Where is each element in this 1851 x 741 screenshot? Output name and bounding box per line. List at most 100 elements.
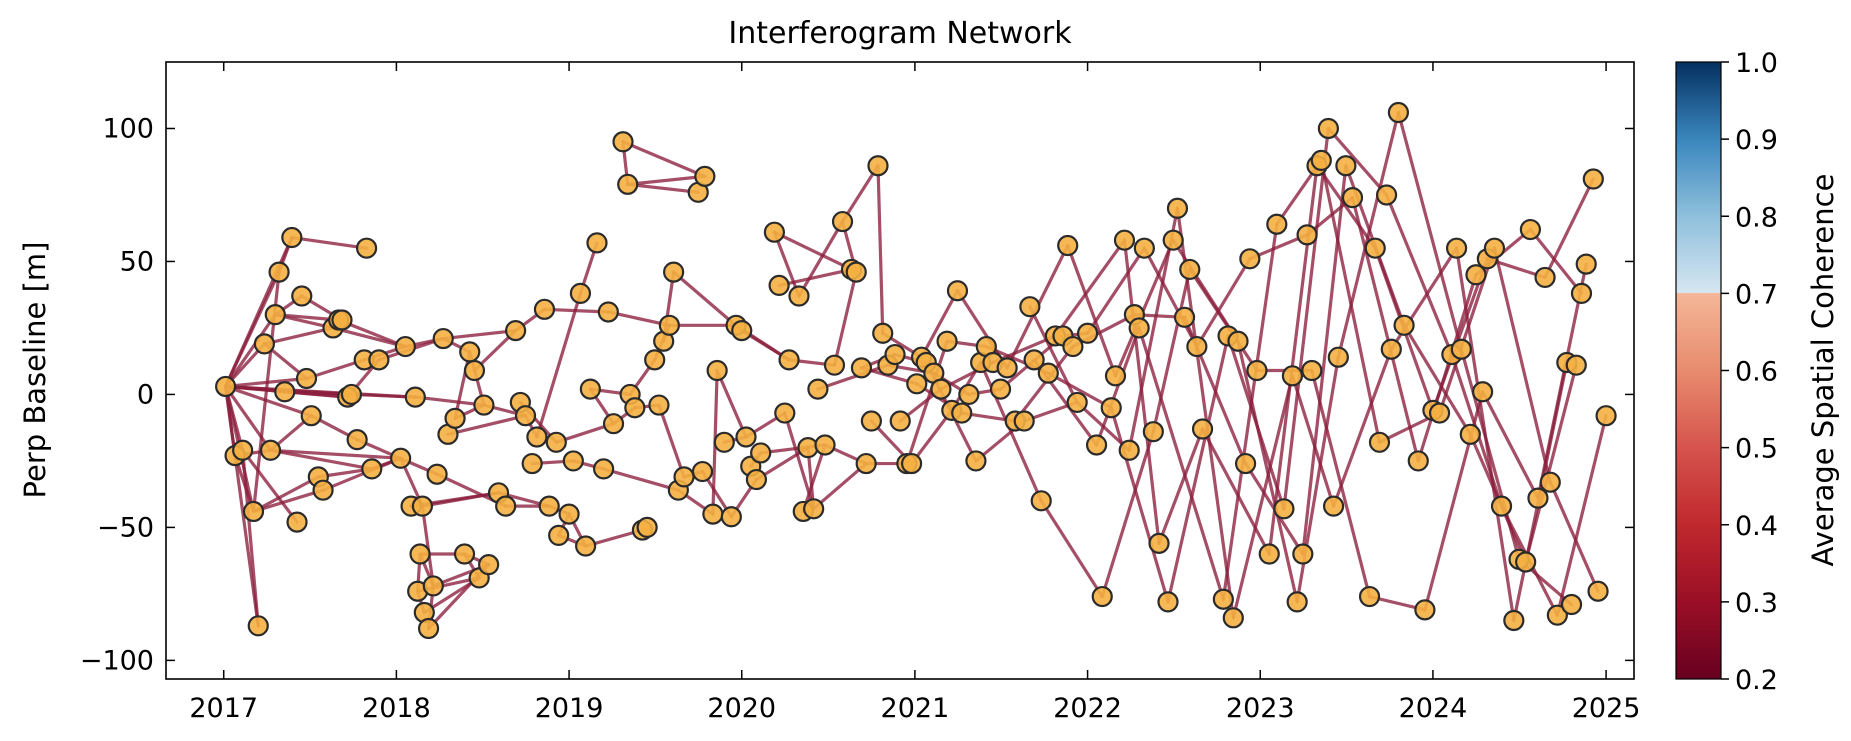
acquisition-node-57 [548, 524, 570, 546]
y-tick-label-4: −100 [80, 645, 154, 676]
acquisition-node-43 [463, 359, 486, 382]
edge-138 [876, 164, 885, 335]
acquisition-node-180 [1317, 117, 1339, 140]
y-tick-label-3: −50 [97, 512, 154, 543]
acquisition-node-63 [586, 232, 608, 254]
acquisition-node-177 [1301, 359, 1323, 382]
acquisition-node-10 [281, 226, 303, 249]
edge-238 [1543, 177, 1595, 280]
acquisition-node-52 [521, 452, 543, 475]
acquisition-node-40 [444, 407, 466, 429]
acquisition-node-49 [505, 320, 527, 342]
acquisition-node-8 [268, 261, 290, 283]
edge-95 [621, 140, 707, 178]
x-tick-label-7: 2024 [1399, 693, 1468, 724]
acquisition-node-58 [558, 503, 580, 525]
acquisition-node-103 [823, 354, 846, 376]
edge-208 [1326, 126, 1389, 197]
colorbar-tick-label-4: 0.6 [1735, 357, 1778, 388]
acquisition-node-3 [242, 500, 265, 523]
edge-193 [1231, 374, 1295, 620]
x-tick-label-5: 2022 [1053, 693, 1122, 724]
acquisition-node-9 [274, 381, 296, 403]
edge-2 [224, 313, 277, 389]
acquisition-node-183 [1335, 155, 1357, 177]
acquisition-node-30 [404, 386, 426, 408]
acquisition-node-136 [1023, 349, 1045, 371]
acquisition-node-132 [996, 357, 1018, 379]
colorbar-ticks: 1.0 0.9 0.8 0.7 0.6 0.5 0.4 0.3 0.2 [1721, 48, 1778, 696]
acquisition-node-146 [1091, 585, 1113, 608]
acquisition-node-12 [291, 285, 313, 307]
edge-191 [1221, 222, 1279, 601]
acquisition-node-209 [1527, 487, 1549, 509]
edge-81 [542, 307, 610, 314]
acquisition-node-197 [1445, 237, 1468, 259]
acquisition-node-141 [1057, 234, 1079, 257]
acquisition-node-51 [514, 405, 537, 427]
acquisition-node-145 [1085, 434, 1108, 456]
acquisition-node-110 [867, 155, 889, 177]
edge-188 [1188, 267, 1259, 373]
acquisition-node-66 [602, 413, 625, 435]
acquisition-node-61 [575, 535, 597, 557]
acquisition-node-81 [691, 460, 714, 483]
acquisition-node-182 [1327, 346, 1349, 368]
edge-167 [1053, 238, 1127, 338]
acquisition-node-215 [1565, 354, 1587, 376]
edge-201 [1290, 374, 1336, 508]
acquisition-node-158 [1166, 197, 1189, 219]
acquisition-node-138 [1037, 362, 1059, 384]
acquisition-node-144 [1076, 322, 1099, 344]
edge-97 [626, 174, 707, 186]
edge-144 [909, 408, 954, 466]
x-tick-label-4: 2021 [881, 693, 950, 724]
edge-33 [290, 235, 369, 250]
edge-240 [1555, 414, 1608, 617]
edge-175 [1109, 406, 1170, 604]
acquisition-node-91 [745, 468, 768, 491]
acquisition-node-137 [1030, 490, 1052, 512]
acquisition-node-170 [1258, 543, 1280, 565]
acquisition-node-13 [295, 367, 318, 390]
acquisition-node-65 [597, 301, 619, 323]
acquisition-node-192 [1407, 450, 1429, 472]
edge-1 [224, 384, 273, 452]
acquisition-node-208 [1519, 218, 1541, 241]
acquisition-node-68 [617, 173, 639, 195]
edge-121 [772, 230, 854, 272]
acquisition-node-143 [1066, 391, 1088, 414]
edge-17 [241, 448, 260, 628]
acquisition-node-181 [1322, 495, 1345, 517]
edge-181 [1142, 246, 1199, 349]
acquisition-node-190 [1387, 101, 1410, 124]
acquisition-node-74 [648, 394, 670, 416]
edge-169 [1066, 243, 1118, 378]
edge-235 [1524, 363, 1578, 564]
acquisition-node-31 [409, 543, 431, 565]
edge-133 [840, 164, 880, 224]
acquisition-node-107 [850, 357, 873, 379]
acquisition-node-116 [900, 452, 923, 475]
edge-125 [797, 219, 845, 298]
acquisition-node-21 [340, 383, 363, 406]
acquisition-node-185 [1358, 585, 1381, 608]
edge-19 [251, 475, 320, 514]
edge-131 [832, 270, 858, 367]
acquisition-node-83 [702, 503, 724, 525]
acquisition-node-127 [965, 450, 987, 472]
x-tick-label-1: 2018 [362, 693, 431, 724]
edges-layer [224, 110, 1608, 631]
acquisition-node-121 [930, 378, 952, 400]
acquisition-node-165 [1222, 607, 1244, 629]
acquisition-node-210 [1534, 266, 1556, 289]
edge-91 [602, 467, 680, 492]
acquisition-node-62 [579, 378, 601, 400]
edge-56 [420, 491, 501, 508]
acquisition-node-42 [459, 341, 481, 363]
acquisition-node-2 [232, 439, 254, 461]
edge-172 [1085, 246, 1146, 335]
acquisition-node-212 [1546, 604, 1568, 626]
acquisition-node-154 [1142, 421, 1164, 443]
acquisition-node-73 [644, 349, 666, 371]
